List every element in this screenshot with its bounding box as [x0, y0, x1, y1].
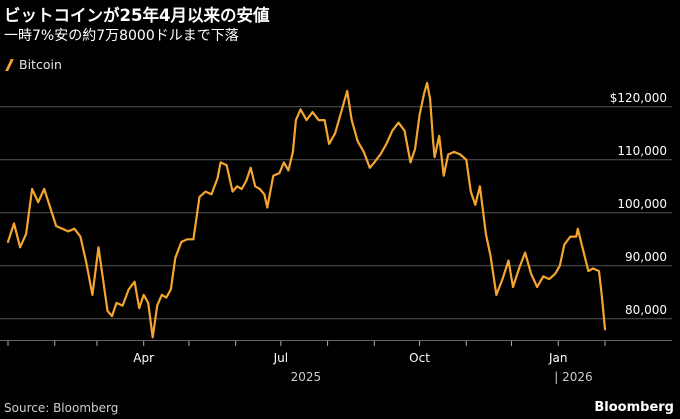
- y-tick-label-100000: 100,000: [617, 197, 667, 211]
- chart-title: ビットコインが25年4月以来の安値: [4, 6, 270, 25]
- source-note: Source: Bloomberg: [4, 401, 119, 415]
- y-tick-label-90000: 90,000: [625, 250, 667, 264]
- grid-layer: [0, 106, 672, 320]
- y-tick-label-120000: $120,000: [610, 91, 667, 105]
- legend: Bitcoin: [4, 57, 62, 72]
- x-tick-label-jan: Jan: [548, 351, 568, 365]
- series-layer: [6, 81, 607, 339]
- x-tick-label-oct: Oct: [409, 351, 430, 365]
- bloomberg-logo: Bloomberg: [594, 400, 674, 415]
- x-axis: Apr Jul Oct Jan 2025 | 2026: [0, 340, 672, 384]
- x-tick-label-jul: Jul: [273, 351, 288, 365]
- y-tick-label-80000: 80,000: [625, 303, 667, 317]
- chart-subtitle: 一時7%安の約7万8000ドルまで下落: [4, 28, 239, 44]
- y-tick-label-110000: 110,000: [617, 144, 667, 158]
- x-tick-label-apr: Apr: [133, 351, 154, 365]
- series-line-bitcoin: [6, 81, 607, 339]
- legend-label: Bitcoin: [19, 57, 62, 72]
- y-tick-labels: 80,000 90,000 100,000 110,000 $120,000: [610, 91, 667, 317]
- year-label-2025: 2025: [291, 370, 322, 384]
- year-label-2026: | 2026: [554, 370, 592, 384]
